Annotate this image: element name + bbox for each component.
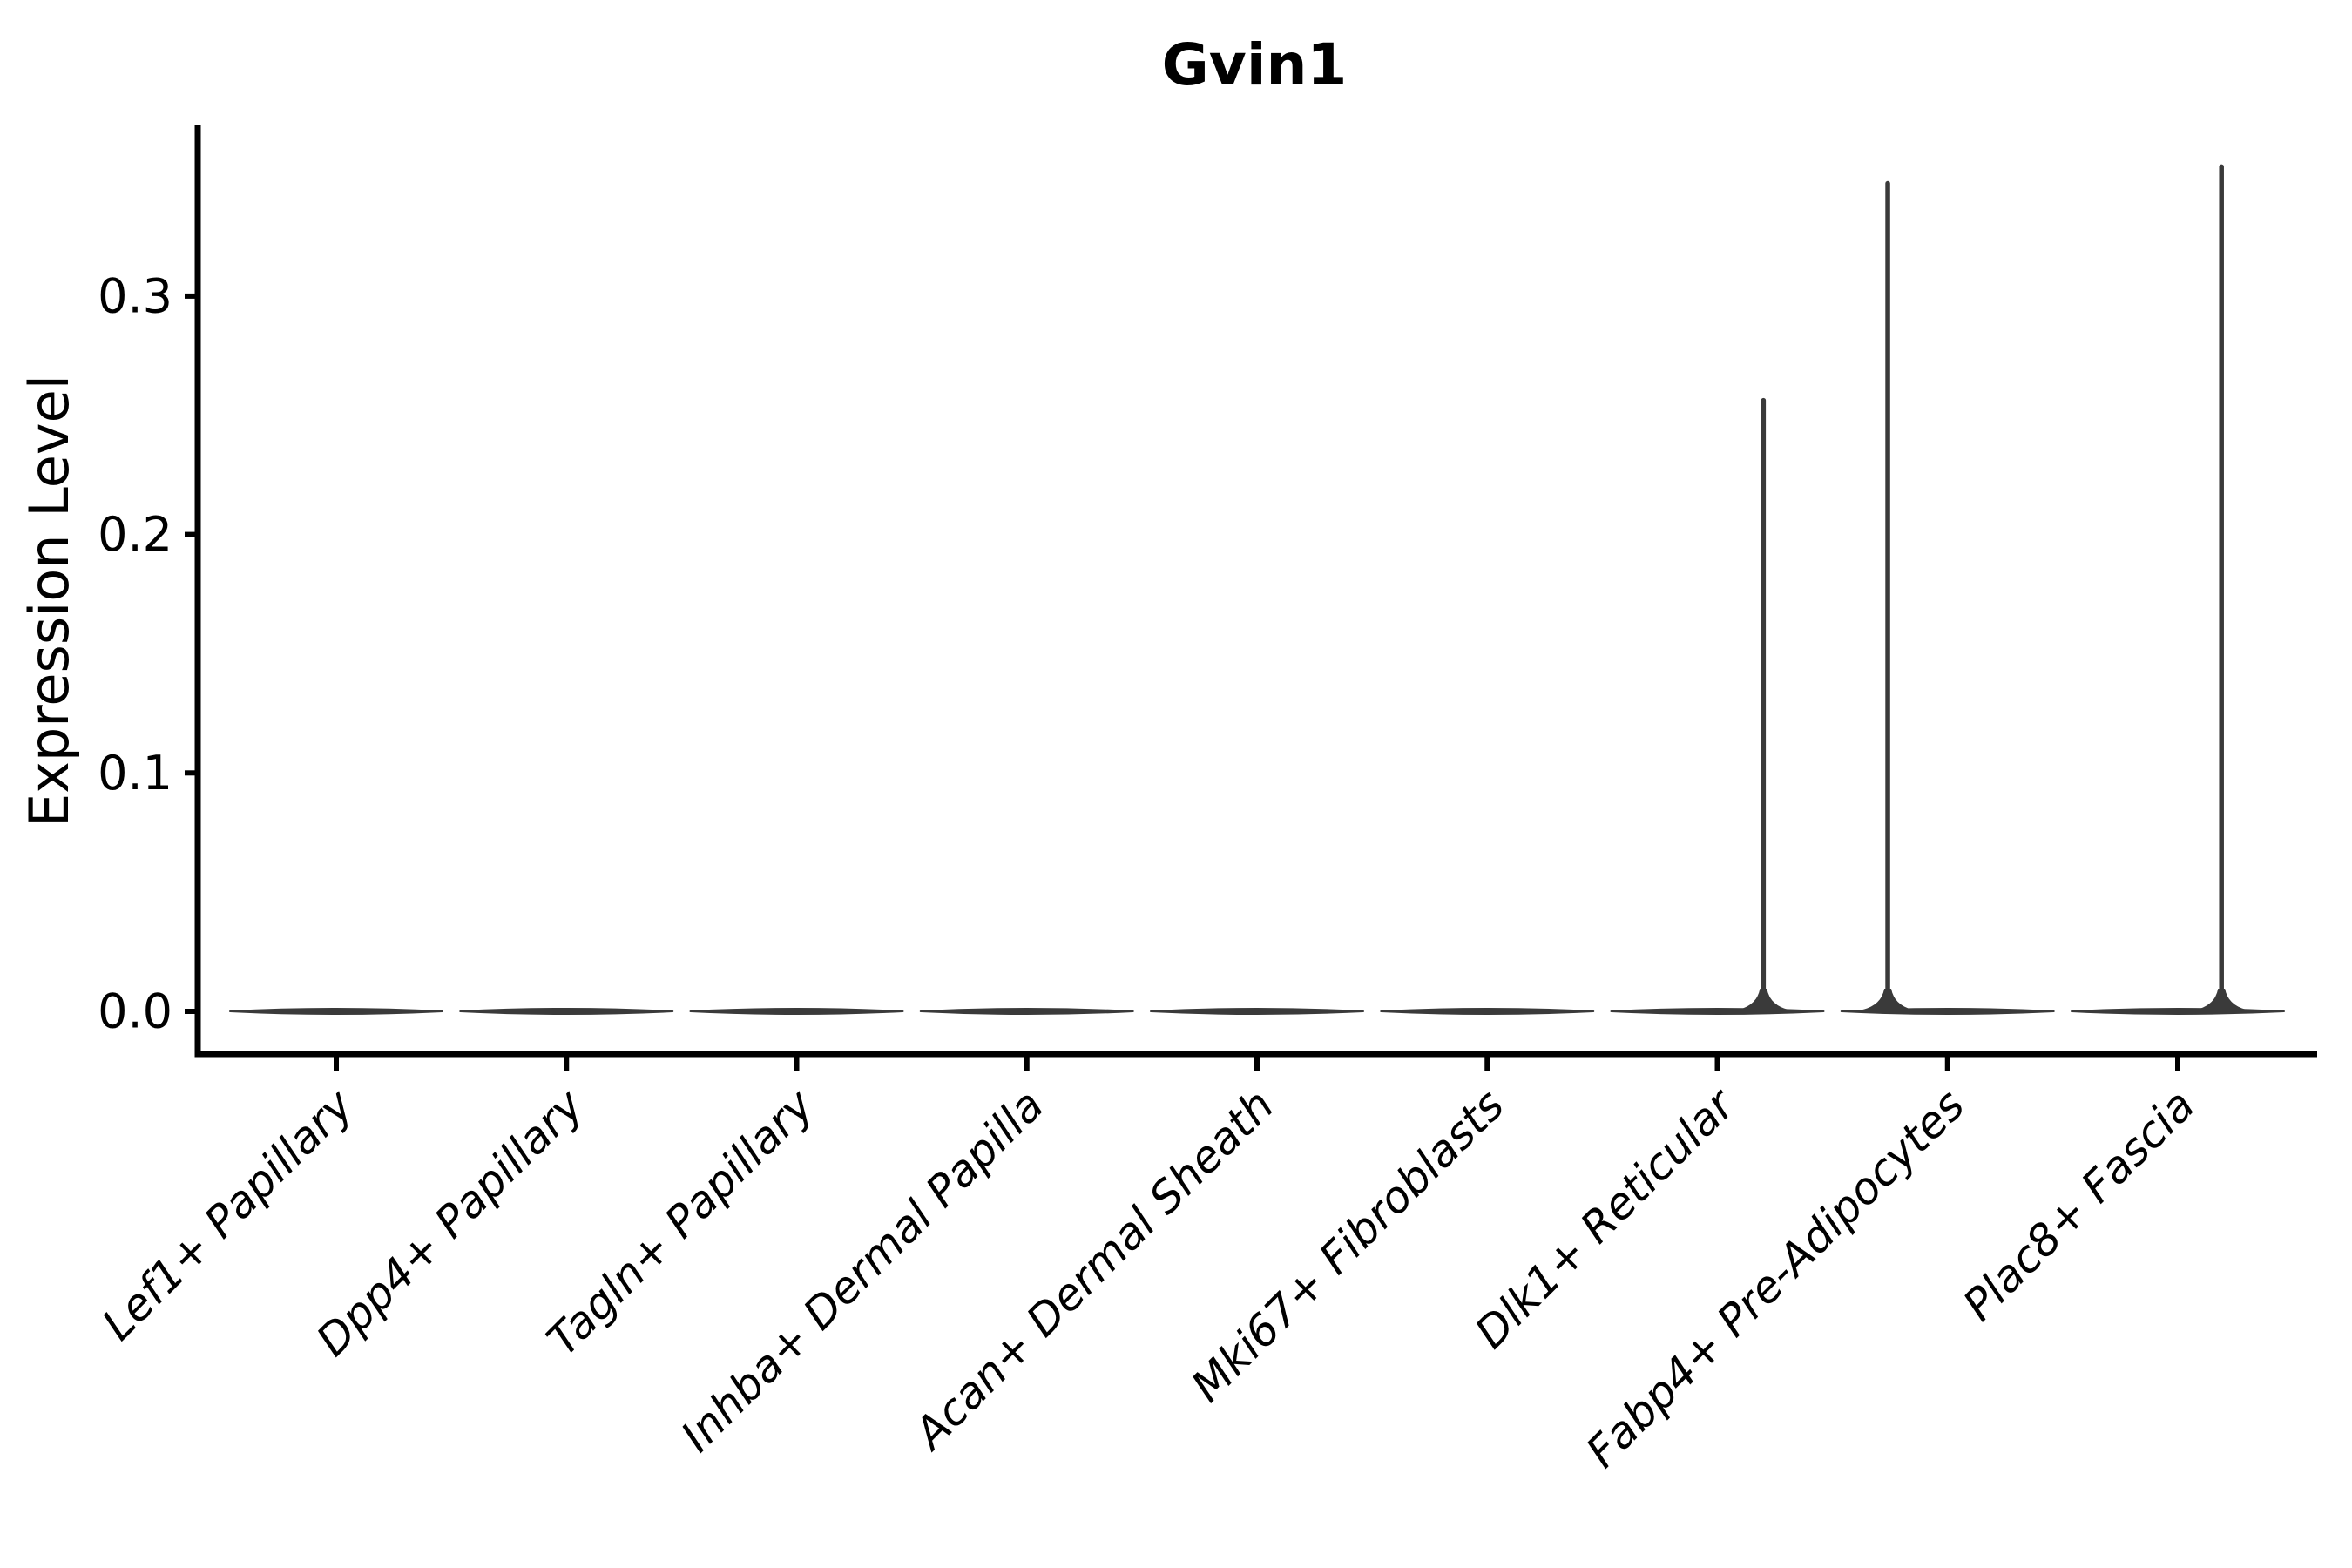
x-tick-label-3: Inhba+ Dermal Papilla	[672, 1079, 1053, 1461]
violin-base	[1150, 1008, 1364, 1015]
violin	[1840, 180, 2055, 1015]
violin	[459, 1008, 674, 1015]
violin	[1150, 1008, 1364, 1015]
y-axis-label: Expression Level	[17, 375, 81, 828]
violin-base	[229, 1008, 443, 1015]
violin	[229, 1008, 443, 1015]
x-tick-label-8: Plac8+ Fascia	[1954, 1079, 2205, 1330]
violins-layer	[229, 164, 2285, 1015]
violin-base	[919, 1008, 1134, 1015]
violin	[1610, 397, 1825, 1015]
x-tick-label-7: Fabp4+ Pre-Adipocytes	[1577, 1079, 1975, 1477]
violin-base	[459, 1008, 674, 1015]
violin-base	[689, 1008, 904, 1015]
y-tick-label: 0.3	[98, 268, 172, 323]
violin-base	[1380, 1008, 1595, 1015]
violin	[2071, 164, 2285, 1015]
chart-title: Gvin1	[1162, 31, 1348, 98]
y-tick-label: 0.0	[98, 984, 172, 1039]
y-tick-label: 0.1	[98, 746, 172, 801]
violin	[919, 1008, 1134, 1015]
violin	[689, 1008, 904, 1015]
violin	[1380, 1008, 1595, 1015]
x-tick-label-0: Lef1+ Papillary	[92, 1078, 363, 1349]
y-tick-label: 0.2	[98, 507, 172, 562]
